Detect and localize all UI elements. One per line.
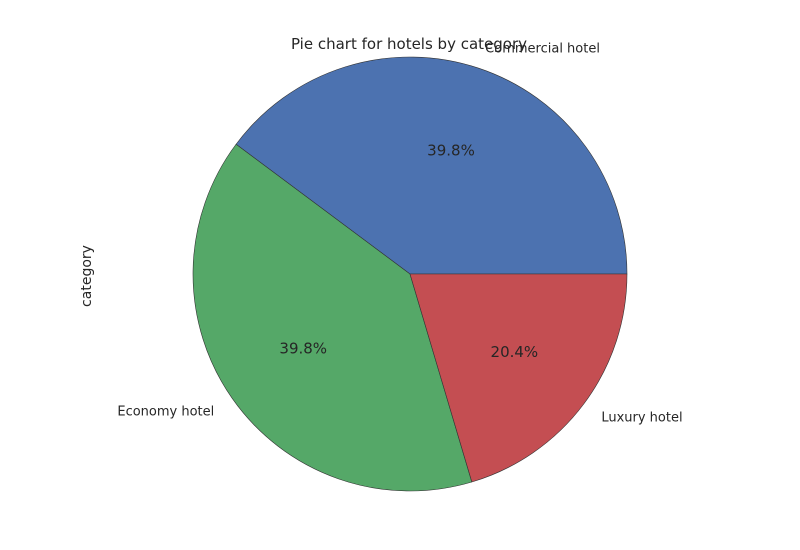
pie-slices [192,56,628,492]
slice-label-luxury-hotel: Luxury hotel [601,411,682,426]
chart-title: Pie chart for hotels by category [291,35,527,53]
slice-label-commercial-hotel: Commercial hotel [485,41,600,56]
slice-percent-luxury-hotel: 20.4% [491,343,539,361]
pie-slice-economy-hotel [192,143,473,492]
slice-percent-economy-hotel: 39.8% [279,340,327,358]
slice-percent-commercial-hotel: 39.8% [427,141,475,159]
pie-slice-luxury-hotel [409,273,628,483]
pie-labels: Commercial hotel 39.8% Economy hotel 39.8% L… [117,41,682,425]
y-axis-label: category [79,245,95,307]
pie-slice-commercial-hotel [235,56,628,275]
slice-label-economy-hotel: Economy hotel [117,405,214,420]
